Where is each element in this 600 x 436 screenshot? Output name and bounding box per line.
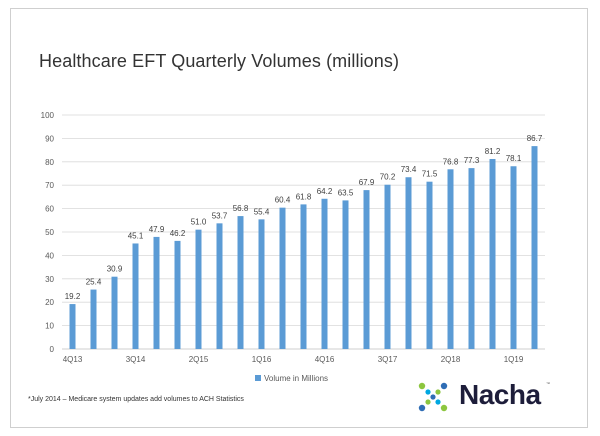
- data-label: 45.1: [128, 231, 144, 240]
- data-label: 25.4: [86, 278, 102, 287]
- data-label: 19.2: [65, 292, 81, 301]
- data-label: 67.9: [359, 178, 375, 187]
- y-tick-label: 50: [45, 228, 54, 237]
- bar: [321, 198, 328, 349]
- bars: [69, 146, 538, 349]
- y-tick-label: 30: [45, 275, 54, 284]
- nacha-logo-icon: [418, 382, 448, 412]
- data-label: 61.8: [296, 192, 312, 201]
- bar: [216, 223, 223, 349]
- data-label: 55.4: [254, 207, 270, 216]
- bar: [342, 200, 349, 349]
- x-tick-label: 2Q18: [441, 355, 461, 364]
- footnote: *July 2014 – Medicare system updates add…: [28, 396, 244, 403]
- y-axis-ticks: 0 10 20 30 40 50 60 70 80 90 100: [41, 111, 55, 354]
- data-label: 81.2: [485, 147, 501, 156]
- bar: [363, 190, 370, 349]
- bar: [153, 236, 160, 349]
- legend-swatch: [255, 375, 261, 381]
- bar: [468, 168, 475, 349]
- data-label: 51.0: [191, 218, 207, 227]
- bar: [426, 181, 433, 349]
- y-tick-label: 10: [45, 322, 54, 331]
- data-label: 71.5: [422, 170, 438, 179]
- logo-text: Nacha: [459, 379, 541, 410]
- x-axis-ticks: 4Q13 3Q14 2Q15 1Q16 4Q16 3Q17 2Q18 1Q19: [63, 355, 524, 364]
- x-tick-label: 4Q13: [63, 355, 83, 364]
- data-labels: 19.2 25.4 30.9 45.1 47.9 46.2 51.0 53.7 56.8 55.4…: [65, 134, 543, 301]
- bar: [132, 243, 139, 349]
- y-tick-label: 70: [45, 181, 54, 190]
- y-tick-label: 90: [45, 134, 54, 143]
- x-tick-label: 2Q15: [189, 355, 209, 364]
- data-label: 76.8: [443, 157, 459, 166]
- x-tick-label: 3Q17: [378, 355, 398, 364]
- data-label: 30.9: [107, 265, 123, 274]
- data-label: 56.8: [233, 204, 249, 213]
- chart-title: Healthcare EFT Quarterly Volumes (millio…: [39, 51, 400, 71]
- bar: [531, 146, 538, 349]
- bar: [69, 304, 76, 349]
- bar: [384, 184, 391, 349]
- x-tick-label: 3Q14: [126, 355, 146, 364]
- data-label: 86.7: [527, 134, 543, 143]
- y-tick-label: 40: [45, 251, 54, 260]
- bar: [195, 229, 202, 349]
- bar: [90, 289, 97, 349]
- y-tick-label: 100: [41, 111, 55, 120]
- bar: [510, 166, 517, 349]
- data-label: 63.5: [338, 188, 354, 197]
- legend-label: Volume in Millions: [264, 374, 328, 383]
- y-tick-label: 0: [50, 345, 55, 354]
- data-label: 46.2: [170, 229, 186, 238]
- data-label: 53.7: [212, 211, 228, 220]
- legend: Volume in Millions: [255, 374, 328, 383]
- data-label: 60.4: [275, 196, 291, 205]
- bar: [237, 216, 244, 349]
- y-tick-label: 20: [45, 298, 54, 307]
- bar: [447, 169, 454, 349]
- data-label: 47.9: [149, 225, 165, 234]
- bar: [258, 219, 265, 349]
- x-tick-label: 4Q16: [315, 355, 335, 364]
- data-label: 73.4: [401, 165, 417, 174]
- data-label: 78.1: [506, 154, 522, 163]
- x-tick-label: 1Q19: [504, 355, 524, 364]
- y-tick-label: 60: [45, 205, 54, 214]
- data-label: 64.2: [317, 187, 333, 196]
- bar: [300, 204, 307, 349]
- bar: [279, 207, 286, 349]
- bar: [405, 177, 412, 349]
- bar: [174, 240, 181, 349]
- data-label: 70.2: [380, 173, 396, 182]
- bar: [489, 158, 496, 349]
- bar: [111, 276, 118, 349]
- x-tick-label: 1Q16: [252, 355, 272, 364]
- logo-trademark: ™: [546, 381, 550, 386]
- data-label: 77.3: [464, 156, 480, 165]
- y-tick-label: 80: [45, 158, 54, 167]
